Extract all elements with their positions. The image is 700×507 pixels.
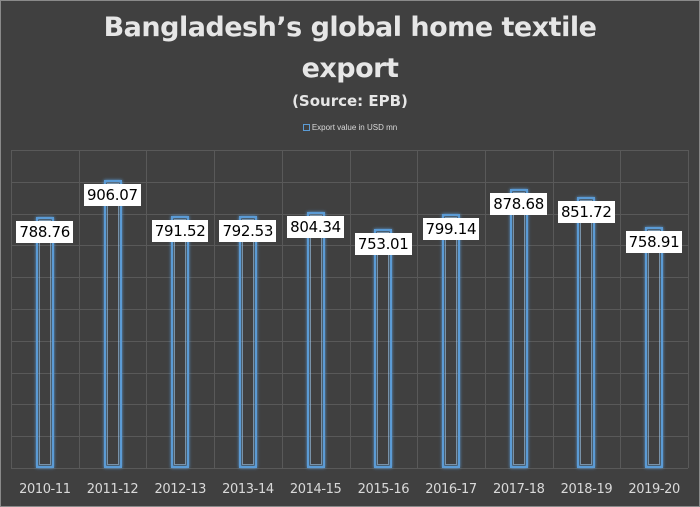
data-label: 791.52 <box>151 220 209 243</box>
x-tick-label: 2018-19 <box>560 482 613 497</box>
x-tick-label: 2015-16 <box>357 482 410 497</box>
bar-2017-18[interactable] <box>509 188 528 468</box>
y-gridline <box>11 468 688 469</box>
bar-2010-11[interactable] <box>35 217 54 468</box>
legend-swatch-icon <box>302 124 310 132</box>
data-label: 851.72 <box>557 201 615 224</box>
bar-2018-19[interactable] <box>577 197 596 468</box>
bar-2016-17[interactable] <box>442 213 461 468</box>
data-label: 758.91 <box>625 230 683 253</box>
x-tick-label: 2011-12 <box>86 482 139 497</box>
bar-2012-13[interactable] <box>171 216 190 468</box>
x-gridline <box>620 150 622 468</box>
data-label: 804.34 <box>287 216 344 239</box>
data-label: 753.01 <box>354 232 412 255</box>
data-label: 906.07 <box>84 183 141 206</box>
bar-2011-12[interactable] <box>103 179 122 468</box>
bar-2014-15[interactable] <box>306 212 325 468</box>
data-label: 799.14 <box>422 217 480 240</box>
bar-2019-20[interactable] <box>645 226 664 468</box>
chart-subtitle: (Source: EPB) <box>292 92 408 110</box>
x-gridline <box>281 150 283 468</box>
x-tick-label: 2014-15 <box>289 482 342 497</box>
data-label: 788.76 <box>16 221 74 244</box>
x-gridline <box>688 150 689 468</box>
chart-title-line-1: Bangladesh’s global home textile <box>103 12 597 43</box>
x-gridline <box>11 150 12 468</box>
legend: Export value in USD mn <box>0 123 700 132</box>
bar-2015-16[interactable] <box>374 228 393 468</box>
x-gridline <box>78 150 80 468</box>
x-tick-label: 2016-17 <box>425 482 477 497</box>
x-tick-label: 2017-18 <box>492 482 545 497</box>
chart-title-line-2: export <box>301 53 399 84</box>
x-gridline <box>214 150 216 468</box>
x-tick-label: 2013-14 <box>222 482 274 497</box>
data-label: 878.68 <box>490 192 547 215</box>
x-gridline <box>417 150 419 468</box>
x-gridline <box>349 150 351 468</box>
legend-label: Export value in USD mn <box>311 123 398 132</box>
x-tick-label: 2012-13 <box>154 482 207 497</box>
x-tick-label: 2010-11 <box>19 482 71 497</box>
data-label: 792.53 <box>219 219 277 242</box>
plot-area: 788.76 906.07 791.52 792.53 804.34 753.01 799.… <box>11 150 689 469</box>
bar-2013-14[interactable] <box>238 215 257 468</box>
x-gridline <box>484 150 486 468</box>
x-gridline <box>146 150 148 468</box>
x-tick-label: 2019-20 <box>628 482 680 497</box>
x-gridline <box>552 150 554 468</box>
